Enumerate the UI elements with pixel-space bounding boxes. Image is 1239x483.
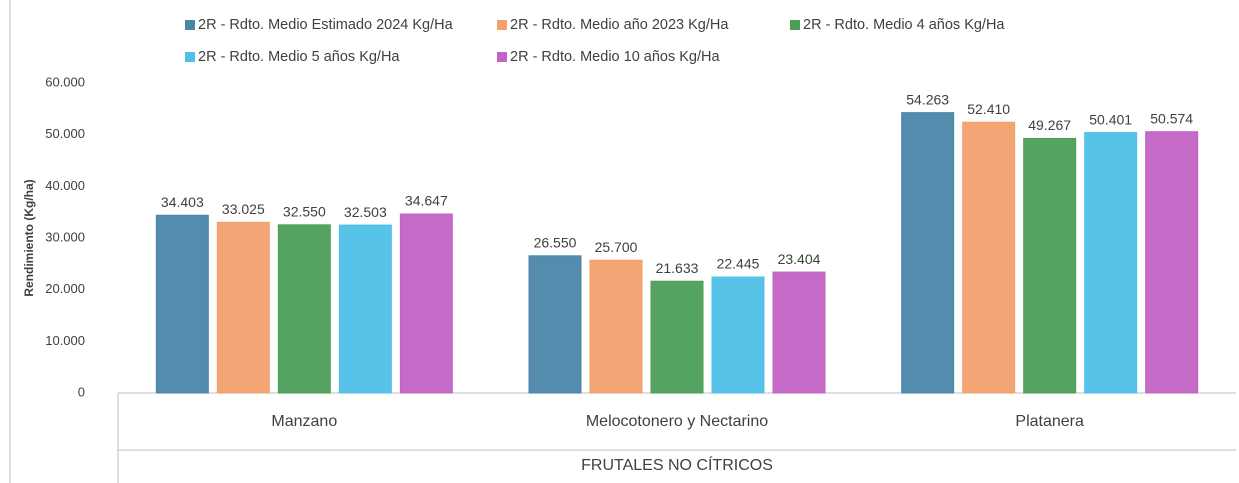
legend-swatch	[790, 20, 800, 30]
bar	[901, 112, 955, 394]
legend-swatch	[497, 20, 507, 30]
y-tick-label: 10.000	[45, 333, 85, 348]
y-tick-label: 30.000	[45, 229, 85, 244]
y-tick-label: 60.000	[45, 74, 85, 89]
bar	[216, 221, 270, 394]
legend-label: 2R - Rdto. Medio 4 años Kg/Ha	[803, 17, 1005, 33]
x-axis-title: FRUTALES NO CÍTRICOS	[581, 455, 773, 474]
x-tick-label: Melocotonero y Nectarino	[586, 413, 768, 430]
data-label: 33.025	[222, 201, 265, 217]
legend-label: 2R - Rdto. Medio 10 años Kg/Ha	[510, 49, 720, 65]
legend-label: 2R - Rdto. Medio 5 años Kg/Ha	[198, 49, 400, 65]
data-label: 34.403	[161, 194, 204, 210]
bar	[338, 224, 392, 394]
legend-swatch	[185, 20, 195, 30]
data-label: 25.700	[595, 239, 638, 255]
data-label: 21.633	[656, 260, 699, 276]
bar	[155, 214, 209, 394]
bar	[1084, 132, 1138, 394]
legend-swatch	[185, 52, 195, 62]
y-tick-label: 0	[78, 384, 85, 399]
data-label: 32.550	[283, 204, 326, 220]
legend-label: 2R - Rdto. Medio Estimado 2024 Kg/Ha	[198, 17, 454, 33]
legend-swatch	[497, 52, 507, 62]
y-tick-label: 20.000	[45, 281, 85, 296]
bar	[772, 271, 826, 394]
legend-label: 2R - Rdto. Medio año 2023 Kg/Ha	[510, 17, 729, 33]
x-tick-label: Manzano	[271, 413, 337, 430]
y-tick-label: 40.000	[45, 178, 85, 193]
bar	[1145, 131, 1199, 394]
bar	[589, 259, 643, 394]
bar	[1023, 137, 1077, 394]
data-label: 50.574	[1150, 110, 1193, 126]
y-tick-label: 50.000	[45, 126, 85, 141]
data-label: 23.404	[778, 251, 821, 267]
bar	[399, 213, 453, 394]
data-label: 22.445	[717, 256, 760, 272]
data-label: 54.263	[906, 91, 949, 107]
data-label: 52.410	[967, 101, 1010, 117]
bar	[277, 224, 331, 394]
data-label: 49.267	[1028, 117, 1071, 133]
bar	[528, 255, 582, 394]
x-tick-label: Platanera	[1015, 413, 1084, 430]
data-label: 50.401	[1089, 111, 1132, 127]
data-label: 34.647	[405, 193, 448, 209]
data-label: 26.550	[534, 235, 577, 251]
data-label: 32.503	[344, 204, 387, 220]
bar	[962, 121, 1016, 394]
bar	[650, 280, 704, 394]
y-axis-label: Rendimiento (Kg/ha)	[22, 179, 36, 296]
bar	[711, 276, 765, 394]
